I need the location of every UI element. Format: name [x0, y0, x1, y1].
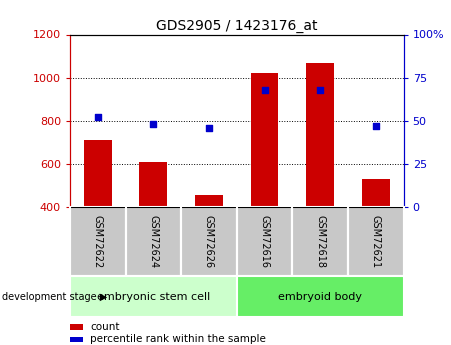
- Bar: [348, 207, 404, 276]
- Text: GSM72626: GSM72626: [204, 215, 214, 268]
- Text: embryonic stem cell: embryonic stem cell: [97, 292, 210, 302]
- Title: GDS2905 / 1423176_at: GDS2905 / 1423176_at: [156, 19, 318, 33]
- Bar: [70, 276, 237, 317]
- Text: GSM72618: GSM72618: [315, 215, 325, 268]
- Text: GSM72616: GSM72616: [260, 215, 270, 268]
- Bar: [70, 337, 83, 342]
- Point: [261, 87, 268, 92]
- Bar: [181, 207, 237, 276]
- Bar: [195, 195, 223, 207]
- Text: embryoid body: embryoid body: [278, 292, 362, 302]
- Point: [205, 125, 212, 130]
- Point: [372, 123, 379, 129]
- Bar: [237, 276, 404, 317]
- Text: GSM72621: GSM72621: [371, 215, 381, 268]
- Text: development stage ▶: development stage ▶: [2, 292, 107, 302]
- Bar: [70, 324, 83, 330]
- Text: GSM72622: GSM72622: [93, 215, 103, 268]
- Bar: [362, 179, 390, 207]
- Text: GSM72624: GSM72624: [148, 215, 158, 268]
- Bar: [70, 207, 125, 276]
- Bar: [251, 73, 279, 207]
- Bar: [306, 62, 334, 207]
- Text: count: count: [90, 322, 120, 332]
- Bar: [237, 207, 292, 276]
- Bar: [292, 207, 348, 276]
- Bar: [84, 140, 112, 207]
- Bar: [125, 207, 181, 276]
- Bar: [139, 162, 167, 207]
- Point: [317, 87, 324, 92]
- Text: percentile rank within the sample: percentile rank within the sample: [90, 335, 266, 344]
- Point: [150, 121, 157, 127]
- Point: [94, 115, 101, 120]
